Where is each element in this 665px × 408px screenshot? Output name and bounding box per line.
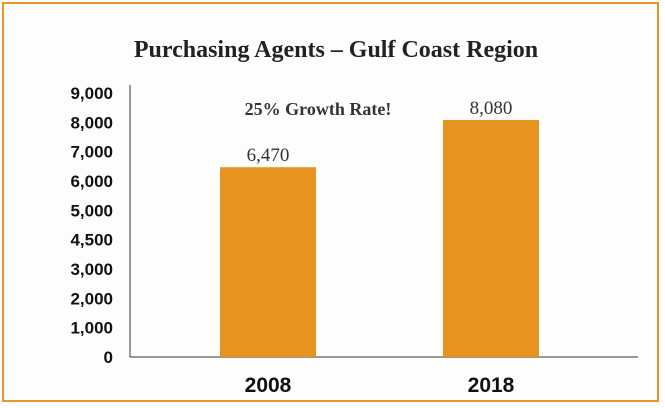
data-labels: 6,470 8,080	[247, 98, 513, 166]
y-tick-labels: 0 1,000 2,000 3,000 4,500 5,000 6,000 7,000 8,00…	[70, 84, 113, 367]
y-tick-label: 7,000	[70, 143, 113, 162]
bars	[220, 119, 539, 357]
data-label-2018: 8,080	[470, 98, 513, 119]
y-tick-label: 3,000	[70, 260, 113, 279]
y-tick-label: 5,000	[70, 201, 113, 220]
chart-title: Purchasing Agents – Gulf Coast Region	[134, 37, 538, 63]
y-tick-label: 0	[104, 348, 113, 367]
y-tick-label: 8,000	[70, 113, 113, 132]
x-tick-label-2008: 2008	[245, 374, 292, 397]
y-tick-label: 2,000	[70, 289, 113, 308]
y-tick-label: 4,500	[70, 231, 113, 250]
y-tick-label: 9,000	[70, 84, 113, 103]
growth-annotation: 25% Growth Rate!	[245, 99, 392, 119]
x-tick-labels: 2008 2018	[245, 374, 515, 397]
x-tick-label-2018: 2018	[468, 374, 515, 397]
bar-2018	[443, 119, 539, 357]
y-tick-label: 1,000	[70, 319, 113, 338]
y-tick-label: 6,000	[70, 172, 113, 191]
data-label-2008: 6,470	[247, 145, 290, 166]
chart-frame	[2, 2, 659, 402]
bar-2008	[220, 167, 316, 357]
